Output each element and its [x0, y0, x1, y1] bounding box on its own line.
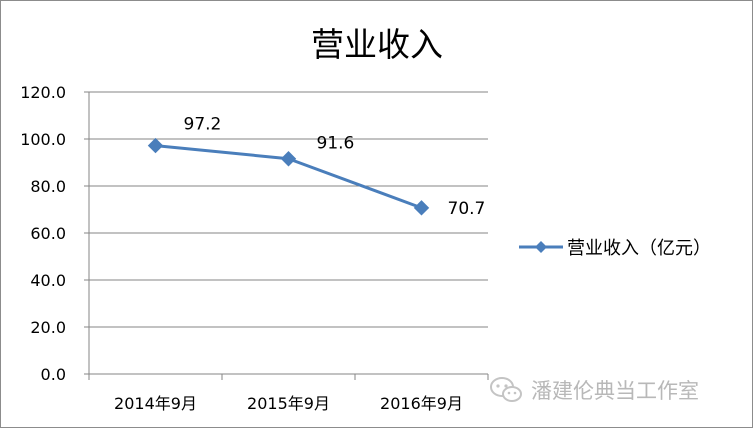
watermark-text: 潘建伦典当工作室 [531, 379, 699, 403]
watermark: 潘建伦典当工作室 [489, 373, 739, 407]
data-label: 97.2 [184, 115, 222, 135]
y-tick-label: 0.0 [41, 365, 66, 384]
x-axis: 2014年9月 2015年9月 2016年9月 [88, 374, 489, 413]
chart-title: 营业收入 [311, 25, 443, 64]
legend: 营业收入（亿元） [519, 238, 711, 259]
legend-marker [535, 241, 547, 253]
x-tick-label: 2016年9月 [380, 394, 463, 413]
y-tick-label: 80.0 [30, 177, 66, 196]
data-point-marker [280, 151, 297, 167]
data-label: 91.6 [317, 134, 355, 154]
wechat-icon [490, 377, 522, 402]
data-label: 70.7 [448, 199, 486, 219]
gridlines [89, 91, 488, 375]
y-tick-label: 120.0 [20, 83, 66, 102]
y-tick-label: 100.0 [20, 130, 66, 149]
legend-label: 营业收入（亿元） [567, 238, 711, 259]
y-tick-label: 40.0 [30, 271, 66, 290]
x-tick-label: 2015年9月 [247, 394, 330, 413]
y-tick-label: 20.0 [30, 318, 66, 337]
data-point-marker [147, 137, 164, 154]
y-axis: 0.0 20.0 40.0 60.0 80.0 100.0 120.0 [20, 83, 90, 384]
series-layer: 97.2 91.6 70.7 [147, 115, 486, 219]
y-tick-label: 60.0 [30, 224, 66, 243]
x-tick-label: 2014年9月 [114, 394, 197, 413]
data-point-marker [413, 200, 430, 216]
